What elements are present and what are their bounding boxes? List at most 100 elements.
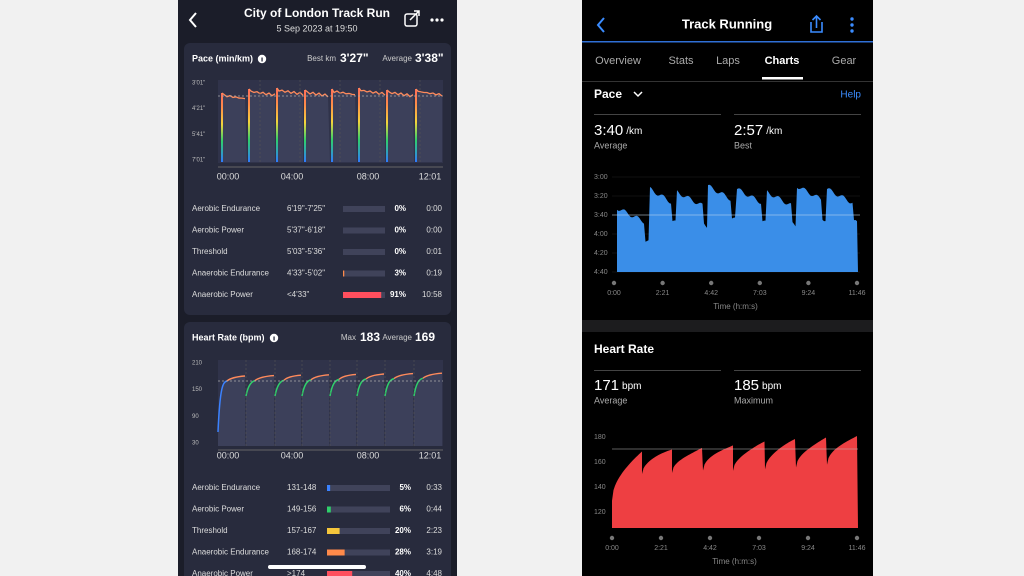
x-tick-label: 04:00 bbox=[281, 450, 304, 460]
info-icon-mark bbox=[273, 336, 275, 341]
stat-label: Best bbox=[734, 140, 753, 150]
x-tick-dot bbox=[757, 280, 762, 286]
x-tick-label: 7:03 bbox=[752, 545, 766, 552]
pace-rise bbox=[331, 89, 333, 162]
hr-area bbox=[612, 435, 858, 528]
zone-time: 10:58 bbox=[422, 290, 443, 299]
zone-time: 0:44 bbox=[426, 505, 442, 514]
tab[interactable]: Gear bbox=[832, 55, 857, 67]
hr-area bbox=[357, 374, 384, 446]
pace-line bbox=[221, 92, 246, 100]
zone-range: 149-156 bbox=[287, 505, 317, 514]
pace-rise bbox=[415, 89, 417, 162]
more-button[interactable] bbox=[430, 18, 444, 22]
y-tick-label: 4:40 bbox=[594, 269, 608, 276]
x-tick-dot bbox=[854, 535, 860, 541]
y-tick-label: 160 bbox=[594, 459, 606, 466]
zone-name: Threshold bbox=[192, 247, 228, 256]
pace-line bbox=[276, 87, 304, 96]
zone-bar-track bbox=[327, 528, 390, 534]
hr-rise bbox=[413, 377, 424, 397]
zone-name: Threshold bbox=[192, 526, 228, 535]
stat-value: 2:57/km bbox=[734, 122, 782, 139]
stat-label: Maximum bbox=[734, 395, 773, 405]
share-button[interactable] bbox=[810, 14, 823, 33]
hr-area bbox=[275, 375, 301, 446]
zone-percent: 0% bbox=[394, 226, 406, 235]
more-button[interactable] bbox=[850, 17, 854, 33]
zone-range: 5'37"-6'18" bbox=[287, 226, 325, 235]
help-link[interactable]: Help bbox=[840, 90, 861, 101]
tab[interactable]: Charts bbox=[765, 55, 800, 67]
zone-bar-track bbox=[327, 506, 390, 513]
y-tick-label: 150 bbox=[192, 387, 203, 393]
x-tick-label: 4:42 bbox=[704, 290, 718, 297]
x-tick-dot bbox=[609, 535, 615, 541]
hr-rise bbox=[329, 378, 340, 397]
x-tick-dot bbox=[854, 280, 860, 286]
pace-rise bbox=[386, 90, 388, 162]
stat-divider bbox=[594, 370, 721, 371]
header-divider bbox=[582, 41, 873, 43]
stat-label: Average bbox=[594, 140, 627, 150]
pace-line bbox=[358, 87, 386, 96]
x-tick-dot bbox=[756, 535, 762, 541]
y-tick-label: 180 bbox=[594, 434, 606, 441]
zone-time: 0:01 bbox=[426, 247, 442, 256]
zone-bar bbox=[327, 528, 340, 534]
zone-time: 0:33 bbox=[426, 483, 442, 492]
tab[interactable]: Overview bbox=[595, 55, 641, 67]
share-button[interactable] bbox=[404, 10, 420, 27]
hr-line bbox=[226, 375, 246, 382]
zone-range: <4'33" bbox=[287, 290, 310, 299]
zone-range: 131-148 bbox=[287, 483, 317, 492]
x-tick-dot bbox=[707, 535, 713, 541]
stat-divider bbox=[734, 370, 861, 371]
zone-time: 2:23 bbox=[426, 526, 442, 535]
y-tick-label: 30 bbox=[192, 441, 199, 447]
back-button[interactable] bbox=[596, 17, 605, 33]
tab[interactable]: Stats bbox=[668, 55, 694, 67]
back-button[interactable] bbox=[188, 12, 197, 28]
zone-percent: 0% bbox=[394, 247, 406, 256]
y-tick-label: 3'01" bbox=[192, 81, 205, 87]
zone-range: 6'19"-7'25" bbox=[287, 204, 325, 213]
zone-range: 5'03"-5'36" bbox=[287, 247, 325, 256]
pace-line bbox=[415, 88, 443, 97]
pace-rise bbox=[304, 90, 306, 162]
x-tick-label: 4:42 bbox=[703, 545, 717, 552]
zone-bar bbox=[327, 485, 331, 491]
hr-line bbox=[283, 374, 302, 381]
zone-bar-track bbox=[327, 571, 390, 576]
hr-line bbox=[310, 374, 330, 381]
hr-area bbox=[385, 373, 413, 446]
tab[interactable]: Laps bbox=[716, 55, 740, 67]
right-phone: Track Running Overview Stats Laps Charts Gear… bbox=[582, 0, 873, 576]
pace-area bbox=[358, 88, 385, 162]
y-tick-label: 4:20 bbox=[594, 250, 608, 257]
pace-dropdown[interactable] bbox=[633, 91, 643, 98]
zone-percent: 5% bbox=[399, 483, 411, 492]
zone-bar-track bbox=[327, 485, 390, 491]
y-tick-label: 4:00 bbox=[594, 231, 608, 238]
hr-area bbox=[302, 374, 329, 446]
pace-line bbox=[331, 88, 356, 96]
stat-value: 3:40/km bbox=[594, 122, 642, 139]
x-tick-label: 9:24 bbox=[802, 290, 816, 297]
y-tick-label: 3:00 bbox=[594, 174, 608, 181]
pace-rise bbox=[276, 88, 278, 162]
zone-percent: 3% bbox=[394, 269, 406, 278]
x-tick-dot bbox=[660, 280, 665, 286]
zone-name: Aerobic Endurance bbox=[192, 483, 261, 492]
y-tick-label: 5'41" bbox=[192, 132, 205, 138]
x-tick-dot bbox=[611, 280, 617, 286]
x-tick-label: 7:03 bbox=[753, 290, 767, 297]
y-tick-label: 3:20 bbox=[594, 193, 608, 200]
zone-range: 168-174 bbox=[287, 548, 317, 557]
zone-name: Aerobic Endurance bbox=[192, 204, 261, 213]
hr-line bbox=[254, 374, 275, 382]
stat-value: 3'27" bbox=[340, 51, 369, 65]
x-tick-label: 12:01 bbox=[419, 171, 442, 181]
